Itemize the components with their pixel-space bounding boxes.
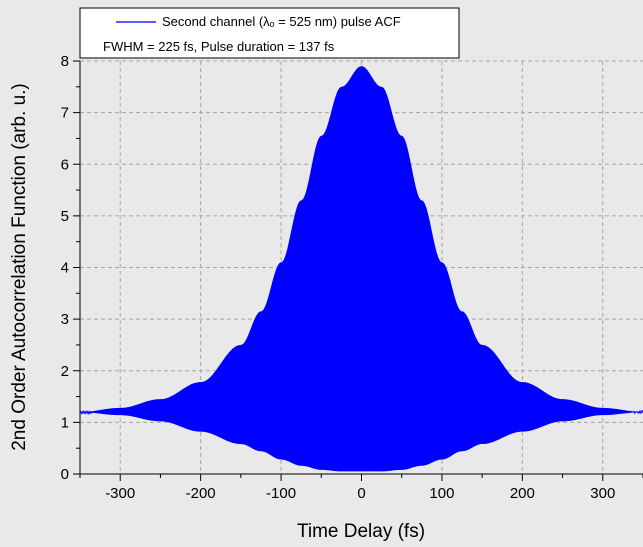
x-tick-label: 0	[357, 485, 365, 502]
x-tick-label: -100	[266, 485, 296, 502]
acf-fringe-trace	[79, 67, 643, 472]
x-tick-label: 200	[510, 485, 535, 502]
acf-fringe-series	[79, 66, 643, 472]
y-tick-label: 5	[61, 208, 69, 225]
x-tick-label: 300	[590, 485, 615, 502]
legend-label: Second channel (λₒ = 525 nm) pulse ACF	[162, 14, 401, 29]
y-axis-label: 2nd Order Autocorrelation Function (arb.…	[9, 83, 30, 451]
y-tick-label: 0	[61, 466, 69, 483]
y-tick-label: 3	[61, 311, 69, 328]
y-tick-label: 2	[61, 363, 69, 380]
axes	[73, 60, 643, 481]
y-tick-label: 7	[61, 105, 69, 122]
x-tick-label: -300	[105, 485, 135, 502]
y-tick-label: 8	[61, 53, 69, 70]
x-axis-label: Time Delay (fs)	[297, 521, 425, 542]
y-tick-label: 1	[61, 414, 69, 431]
x-tick-label: -200	[186, 485, 216, 502]
legend-box: Second channel (λₒ = 525 nm) pulse ACF F…	[79, 7, 460, 59]
x-tick-label: 100	[429, 485, 454, 502]
y-tick-label: 6	[61, 156, 69, 173]
tick-labels: -300 -200 -100 0 100 200 300 0 1 2 3 4 5 6 7 8	[61, 53, 616, 502]
legend-annotation: FWHM = 225 fs, Pulse duration = 137 fs	[103, 39, 335, 54]
y-tick-label: 4	[61, 260, 69, 277]
